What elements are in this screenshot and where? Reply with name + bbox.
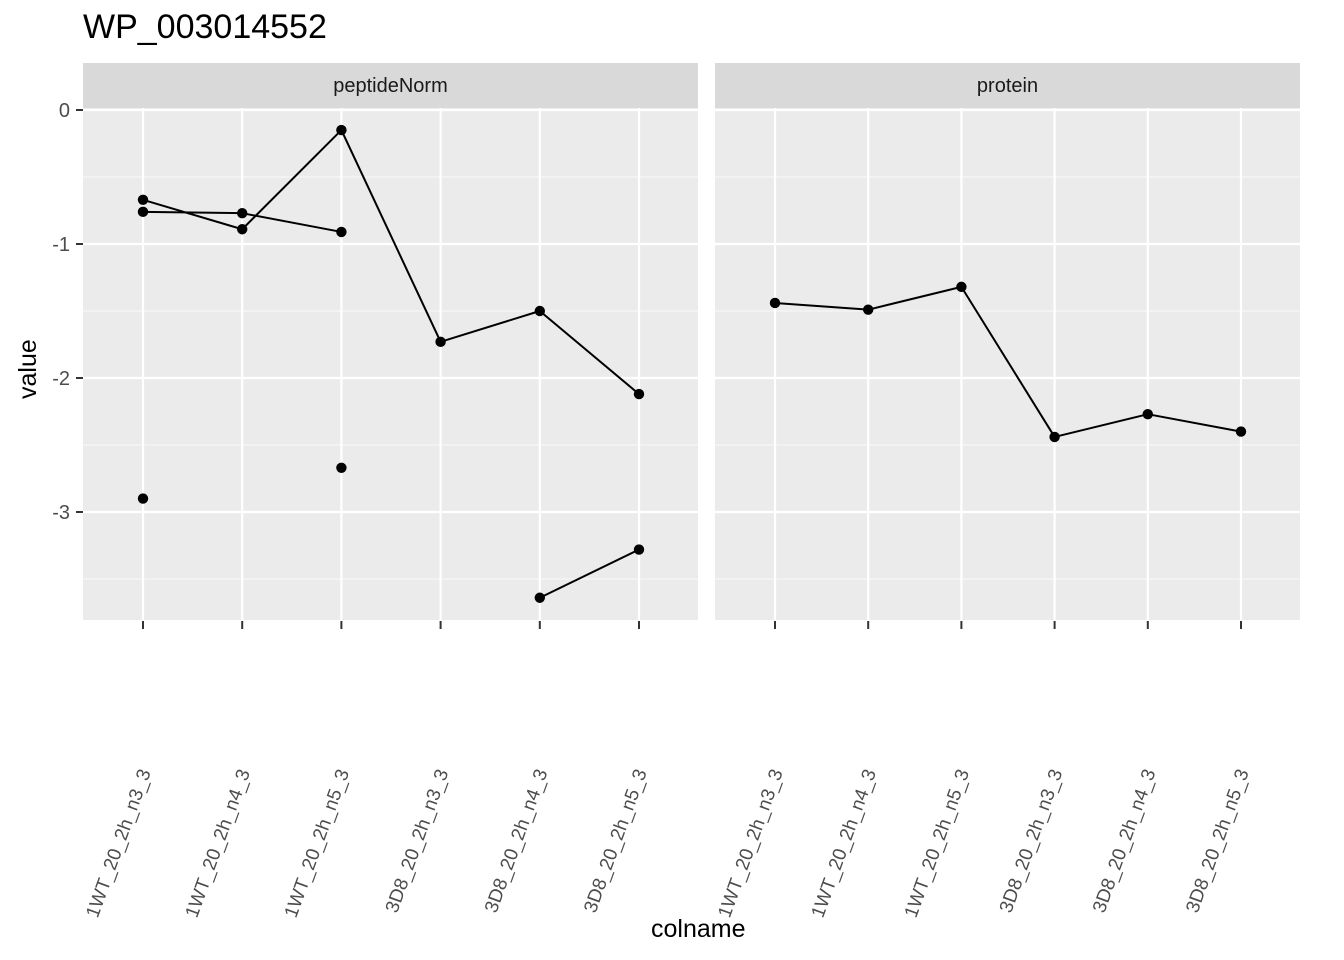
data-point (1049, 431, 1060, 443)
x-tick-label: 3D8_20_2h_n5_3 (1182, 767, 1253, 916)
data-point (956, 281, 967, 293)
series-line-segment (241, 129, 343, 230)
data-point (863, 304, 874, 315)
data-point (633, 544, 645, 555)
data-point (534, 592, 545, 603)
data-point (534, 305, 545, 317)
data-point (237, 207, 248, 219)
data-point (137, 206, 149, 218)
series-line-segment (242, 212, 342, 233)
y-tick-label: -1 (52, 234, 70, 256)
series-line-segment (774, 301, 869, 311)
x-tick-label: 3D8_20_2h_n3_3 (382, 767, 453, 916)
x-tick-label: 3D8_20_2h_n3_3 (996, 767, 1067, 916)
x-tick-label: 3D8_20_2h_n4_3 (1089, 767, 1160, 916)
data-point (435, 336, 446, 348)
y-axis-label: value (14, 339, 42, 399)
x-tick-label: 1WT_20_2h_n4_3 (808, 767, 881, 921)
facet-strip-label: peptideNorm (333, 75, 448, 97)
facet-strip (83, 63, 698, 108)
x-axis-label: colname (651, 915, 746, 943)
series-line-segment (539, 548, 640, 599)
series-line-segment (539, 310, 640, 395)
data-point (137, 194, 149, 205)
panel-background (83, 108, 698, 620)
data-point (633, 388, 645, 400)
data-point (1142, 408, 1154, 420)
chart-title: WP_003014552 (83, 8, 327, 46)
x-tick-label: 3D8_20_2h_n5_3 (580, 767, 651, 916)
y-tick-label: -3 (52, 502, 70, 524)
x-tick-label: 1WT_20_2h_n3_3 (82, 767, 155, 921)
data-point (336, 462, 347, 473)
series-line-segment (867, 285, 962, 311)
series-line-segment (440, 310, 541, 343)
x-tick-label: 1WT_20_2h_n5_3 (901, 767, 974, 921)
panel-background (715, 108, 1300, 620)
x-tick-label: 1WT_20_2h_n3_3 (714, 767, 787, 921)
data-point (336, 124, 347, 136)
data-point (1235, 426, 1247, 437)
series-line-segment (142, 198, 243, 231)
series-line-segment (1147, 413, 1242, 433)
facet-strip-label: protein (977, 75, 1038, 97)
data-point (336, 226, 347, 238)
x-tick-label: 1WT_20_2h_n4_3 (182, 767, 255, 921)
series-line-segment (960, 286, 1056, 438)
data-point (237, 224, 248, 235)
series-line-segment (142, 210, 243, 215)
data-point (137, 493, 149, 504)
data-point (769, 297, 781, 309)
series-line-segment (1054, 413, 1149, 438)
y-tick-label: 0 (59, 100, 70, 122)
x-tick-label: 1WT_20_2h_n5_3 (281, 767, 354, 921)
facet-strip (715, 63, 1300, 108)
series-line-segment (340, 129, 442, 343)
x-tick-label: 3D8_20_2h_n4_3 (481, 767, 552, 916)
y-tick-label: -2 (52, 368, 70, 390)
